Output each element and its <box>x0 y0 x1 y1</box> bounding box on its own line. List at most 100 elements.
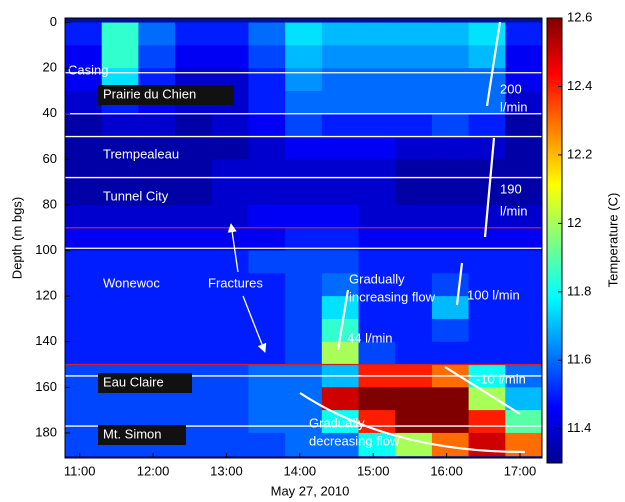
y-tick-label: 140 <box>35 333 57 348</box>
heat-cell <box>285 273 323 297</box>
heat-cell <box>505 410 543 434</box>
heat-cell <box>101 318 139 343</box>
heat-cell <box>395 113 433 138</box>
heat-cell <box>65 250 103 274</box>
heat-cell <box>175 250 213 274</box>
heat-cell <box>395 90 433 115</box>
heat-cell <box>138 387 176 411</box>
heat-cell <box>65 182 103 206</box>
heat-cell <box>211 296 249 320</box>
heat-cell <box>101 204 139 229</box>
heat-cell <box>211 45 249 69</box>
heat-cell <box>358 273 396 297</box>
heat-cell <box>101 136 139 160</box>
heat-cell <box>175 204 213 229</box>
heat-cell <box>505 45 543 69</box>
heat-cell <box>321 90 360 115</box>
annotation: Tunnel City <box>103 188 169 203</box>
heat-cell <box>65 273 103 297</box>
flow-line <box>483 137 496 238</box>
heat-cell <box>211 182 249 206</box>
heat-cell <box>395 250 433 274</box>
x-axis-label: May 27, 2010 <box>271 483 350 498</box>
heat-cell <box>431 159 470 183</box>
annotation: increasing flow <box>349 289 436 304</box>
heat-cell <box>321 273 360 297</box>
heat-cell <box>65 227 103 252</box>
heat-cell <box>248 136 286 160</box>
heat-cell <box>248 341 286 366</box>
x-tick-label: 12:00 <box>137 463 170 478</box>
heat-cell <box>65 68 103 92</box>
annotation: 190 <box>500 181 522 196</box>
heat-cell <box>175 318 213 343</box>
heat-cell <box>358 45 396 69</box>
heat-cell <box>101 113 139 138</box>
y-tick-label: 0 <box>50 14 57 29</box>
x-tick-label: 13:00 <box>210 463 243 478</box>
heat-cell <box>248 22 286 46</box>
heat-cell <box>505 136 543 160</box>
flow-line <box>485 21 502 107</box>
heat-cell <box>505 296 543 320</box>
colorbar-tick-label: 11.6 <box>567 352 591 367</box>
heat-cell <box>321 136 360 160</box>
label-box <box>98 85 234 105</box>
heat-cell <box>285 318 323 343</box>
heat-cell <box>358 318 396 343</box>
heat-cell <box>211 318 249 343</box>
colorbar-tick-label: 11.4 <box>567 420 591 435</box>
heat-cell <box>468 341 506 366</box>
heat-cell <box>358 250 396 274</box>
heat-cell <box>431 90 470 115</box>
heat-cell <box>101 182 139 206</box>
heat-cell <box>285 432 323 457</box>
heat-cell <box>395 45 433 69</box>
heat-cell <box>505 387 543 411</box>
heat-cell <box>101 387 139 411</box>
heat-cell <box>175 45 213 69</box>
colorbar-tick-label: 12.4 <box>567 78 592 93</box>
heat-cell <box>285 182 323 206</box>
heat-cell <box>248 273 286 297</box>
heat-cell <box>175 159 213 183</box>
x-tick-label: 11:00 <box>64 463 96 478</box>
heat-cell <box>285 159 323 183</box>
heat-cell <box>358 227 396 252</box>
heat-cell <box>248 159 286 183</box>
annotation: Gradually <box>309 415 365 430</box>
heat-cell <box>321 182 360 206</box>
heat-cell <box>175 273 213 297</box>
heat-cell <box>101 45 139 69</box>
fracture-arrow <box>227 223 239 273</box>
heat-cell <box>285 68 323 92</box>
heat-cell <box>65 90 103 115</box>
x-tick-label: 17:00 <box>504 463 537 478</box>
heat-cell <box>65 45 103 69</box>
heat-cell <box>358 296 396 320</box>
heat-cell <box>358 432 396 457</box>
annotation: l/min <box>500 99 527 114</box>
heat-cell <box>321 68 360 92</box>
heat-cell <box>248 90 286 115</box>
heat-cell <box>101 296 139 320</box>
heat-cell <box>65 432 103 457</box>
heat-cell <box>248 250 286 274</box>
heat-cell <box>285 341 323 366</box>
heat-cell <box>248 318 286 343</box>
heat-cell <box>431 68 470 92</box>
heat-cell <box>211 22 249 46</box>
heat-cell <box>211 113 249 138</box>
heat-cell <box>468 113 506 138</box>
heat-cell <box>505 204 543 229</box>
heat-cell <box>431 387 470 411</box>
heat-cell <box>138 227 176 252</box>
heat-cell <box>505 113 543 138</box>
heat-cell <box>138 113 176 138</box>
heat-cell <box>211 136 249 160</box>
heat-cell <box>505 250 543 274</box>
heat-cell <box>211 250 249 274</box>
heat-cell <box>321 113 360 138</box>
heat-cell <box>358 113 396 138</box>
